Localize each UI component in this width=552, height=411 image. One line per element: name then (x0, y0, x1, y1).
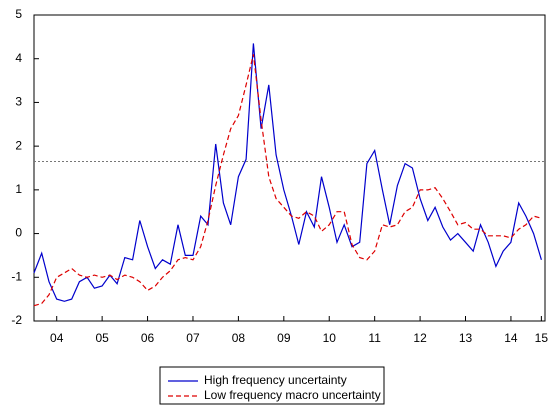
x-tick-label: 09 (277, 331, 291, 345)
series-line (33, 54, 542, 307)
y-tick-label: 4 (15, 51, 22, 65)
y-tick-label: -1 (11, 269, 22, 283)
legend-label: High frequency uncertainty (204, 373, 347, 387)
plot-frame (33, 14, 546, 322)
x-tick-label: 05 (95, 331, 109, 345)
x-tick-label: 07 (186, 331, 200, 345)
x-tick-label: 13 (459, 331, 473, 345)
x-tick-label: 06 (141, 331, 155, 345)
x-tick-label: 08 (232, 331, 246, 345)
x-tick-label: 15 (535, 331, 549, 345)
y-tick-label: 2 (15, 138, 22, 152)
x-tick-label: 14 (504, 331, 518, 345)
y-tick-label: -2 (11, 313, 22, 327)
y-tick-label: 0 (15, 226, 22, 240)
x-tick-label: 04 (50, 331, 64, 345)
legend-label: Low frequency macro uncertainty (204, 388, 381, 402)
y-tick-label: 5 (15, 7, 22, 21)
legend-box (159, 366, 385, 405)
x-tick-label: 11 (368, 331, 381, 345)
y-tick-label: 1 (15, 182, 22, 196)
x-tick-label: 12 (413, 331, 427, 345)
y-tick-label: 3 (15, 95, 22, 109)
x-tick-label: 10 (323, 331, 337, 345)
series-line (33, 43, 542, 302)
